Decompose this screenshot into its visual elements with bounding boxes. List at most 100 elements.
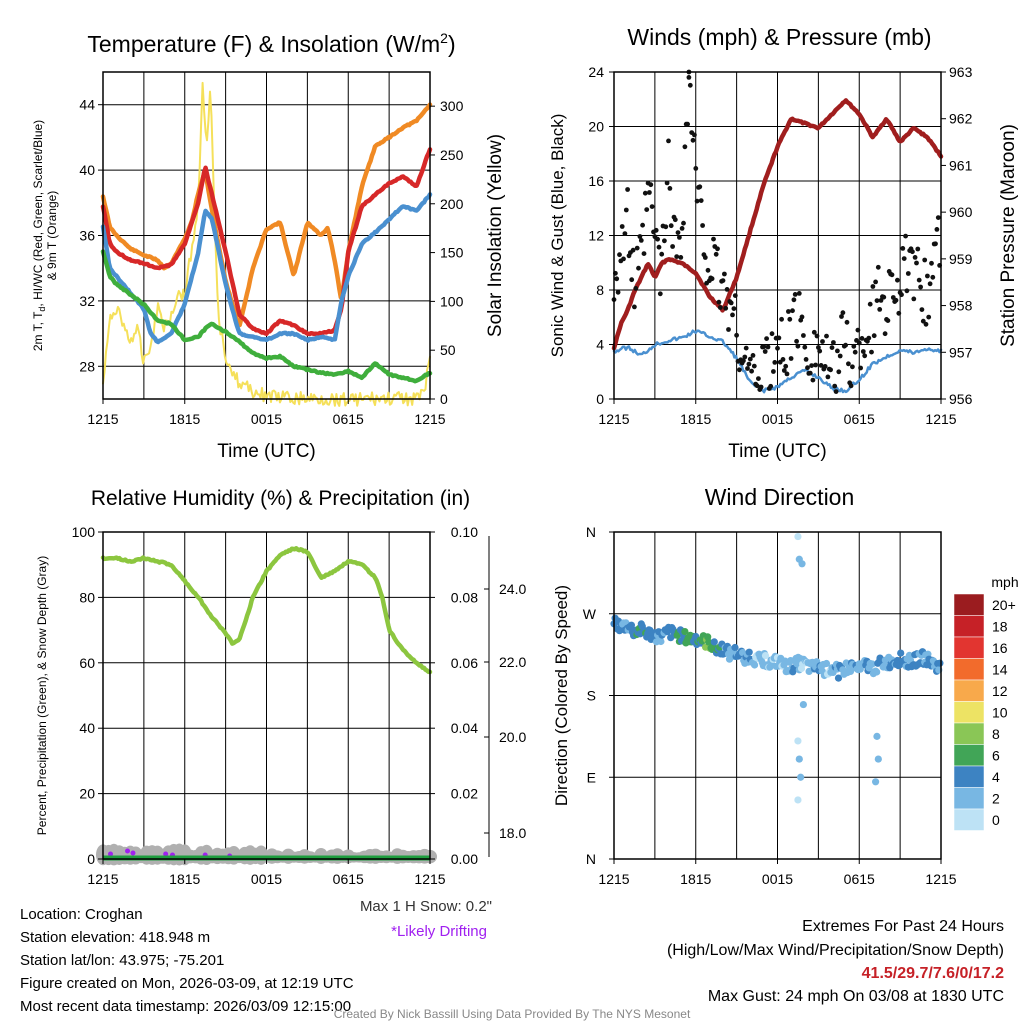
legend-swatch [953, 593, 985, 616]
legend-label: 10 [992, 705, 1008, 721]
gust-point [713, 251, 719, 257]
temperature-grid [103, 72, 430, 399]
gust-point [765, 344, 771, 350]
legend-label: 16 [992, 640, 1008, 656]
insolation-ytick-label: 150 [440, 245, 464, 261]
footer-elevation: Station elevation: 418.948 m [20, 929, 211, 946]
precip-ytick-label: 0.00 [451, 851, 478, 867]
gust-point [918, 284, 923, 290]
gust-point [629, 277, 635, 283]
direction-xtick-label: 1815 [680, 871, 711, 887]
legend-label: 14 [992, 662, 1008, 678]
direction-xtick-label: 1215 [598, 871, 629, 887]
gust-point [742, 354, 748, 360]
gust-point [794, 338, 799, 344]
gust-point [653, 227, 659, 233]
direction-point [936, 659, 944, 667]
direction-point [681, 628, 689, 636]
winds-ytick-label: 24 [588, 64, 604, 80]
winds-ytick-label: 8 [596, 282, 604, 298]
gust-point [839, 314, 844, 319]
gust-point [873, 279, 878, 285]
gust-point [690, 137, 696, 143]
pressure-ytick-label: 963 [949, 64, 973, 80]
gust-point [633, 286, 639, 291]
gust-point [920, 318, 926, 324]
winds-ylabel: Sonic Wind & Gust (Blue, Black) [548, 114, 567, 358]
gust-point [919, 307, 925, 312]
direction-xtick-label: 0015 [762, 871, 793, 887]
gust-point [666, 138, 671, 144]
legend-swatch [953, 701, 985, 724]
humidity-ytick-label: 60 [79, 655, 95, 671]
legend-swatch [953, 744, 985, 767]
gust-point [911, 296, 917, 302]
temperature-ytick-label: 28 [79, 358, 95, 374]
gust-point [859, 336, 865, 341]
gust-point [621, 256, 626, 262]
gust-point [858, 365, 863, 371]
direction-grid [614, 531, 941, 860]
direction-point [799, 700, 807, 709]
legend-swatch [953, 808, 985, 831]
pressure-ytick-label: 962 [949, 111, 973, 127]
gust-point [662, 238, 667, 244]
humidity-grid [103, 531, 430, 860]
gust-point [885, 318, 891, 323]
gust-point [915, 246, 921, 252]
direction-ytick-label: E [587, 769, 596, 785]
gust-point [711, 236, 716, 242]
direction-ytick-label: W [583, 606, 597, 622]
gust-point [664, 180, 670, 186]
drifting-mark [107, 851, 113, 857]
gust-point [762, 349, 768, 354]
winds-ytick-label: 16 [588, 173, 604, 189]
gust-point [771, 369, 776, 374]
winds-ytick-label: 4 [596, 337, 604, 353]
gust-point [822, 364, 828, 369]
gust-point [832, 383, 838, 389]
direction-point [873, 668, 881, 676]
gust-point [814, 333, 820, 339]
gust-point [681, 220, 686, 226]
gust-point [723, 305, 729, 311]
direction-point [798, 560, 806, 568]
direction-point [834, 674, 843, 682]
gust-point [916, 277, 922, 283]
snow-depth-ytick-label: 22.0 [499, 654, 526, 670]
direction-ylabel: Direction (Colored By Speed) [552, 585, 571, 806]
gust-point [614, 276, 620, 282]
humidity-ylabel: Percent, Precipitation (Green), & Snow D… [35, 556, 49, 835]
gust-point [732, 293, 738, 298]
gust-point [871, 333, 877, 339]
gust-point [922, 257, 928, 263]
winds-xtick-label: 1215 [598, 411, 629, 427]
direction-point [627, 621, 636, 629]
gust-point [927, 281, 933, 287]
gust-point [926, 314, 932, 320]
gust-point [923, 321, 929, 327]
humidity-xtick-label: 0615 [333, 871, 364, 887]
footer-recent: Most recent data timestamp: 2026/03/09 1… [20, 998, 352, 1015]
pressure-ytick-label: 961 [949, 157, 973, 173]
gust-point [896, 310, 902, 316]
gust-point [615, 289, 621, 295]
gust-point [746, 361, 752, 367]
gust-point [791, 297, 797, 303]
gust-point [630, 247, 636, 253]
gust-point [663, 224, 669, 230]
gust-point [881, 294, 887, 300]
pressure-ytick-label: 959 [949, 251, 973, 267]
direction-xtick-label: 0615 [844, 871, 875, 887]
footer-location: Location: Croghan [20, 906, 143, 923]
gust-point [737, 367, 742, 373]
winds-xtick-label: 1815 [680, 411, 711, 427]
speed-legend [953, 593, 985, 831]
gust-point [659, 251, 665, 257]
gust-point [833, 389, 839, 394]
gust-point [686, 75, 692, 80]
gust-point [642, 190, 648, 196]
gust-point [900, 246, 906, 251]
gust-point [786, 309, 791, 314]
temperature-title: Temperature (F) & Insolation (W/m2) [87, 30, 455, 57]
